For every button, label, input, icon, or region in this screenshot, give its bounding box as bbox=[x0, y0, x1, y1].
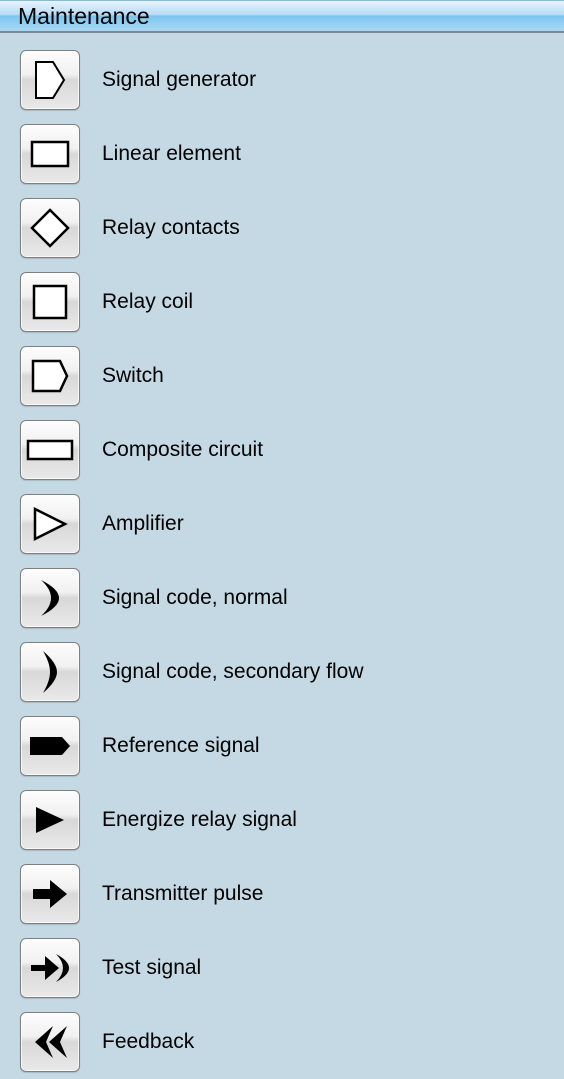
energize-relay-button[interactable] bbox=[20, 790, 80, 850]
reference-signal-icon bbox=[28, 735, 72, 757]
item-label: Amplifier bbox=[102, 512, 184, 536]
energize-relay-icon bbox=[32, 804, 68, 836]
item-label: Relay coil bbox=[102, 290, 193, 314]
list-item[interactable]: Composite circuit bbox=[20, 413, 564, 487]
item-label: Energize relay signal bbox=[102, 808, 297, 832]
test-signal-button[interactable] bbox=[20, 938, 80, 998]
linear-element-button[interactable] bbox=[20, 124, 80, 184]
list-item[interactable]: Reference signal bbox=[20, 709, 564, 783]
relay-coil-icon bbox=[32, 284, 68, 320]
item-list: Signal generator Linear element Relay co… bbox=[0, 33, 564, 1079]
item-label: Switch bbox=[102, 364, 164, 388]
signal-generator-icon bbox=[31, 60, 69, 100]
list-item[interactable]: Signal generator bbox=[20, 43, 564, 117]
panel-title: Maintenance bbox=[18, 3, 150, 30]
reference-signal-button[interactable] bbox=[20, 716, 80, 776]
relay-contacts-icon bbox=[29, 207, 71, 249]
item-label: Relay contacts bbox=[102, 216, 240, 240]
item-label: Feedback bbox=[102, 1030, 194, 1054]
amplifier-button[interactable] bbox=[20, 494, 80, 554]
signal-code-normal-icon bbox=[35, 577, 65, 619]
list-item[interactable]: Relay coil bbox=[20, 265, 564, 339]
composite-circuit-button[interactable] bbox=[20, 420, 80, 480]
signal-code-secondary-button[interactable] bbox=[20, 642, 80, 702]
feedback-icon bbox=[29, 1023, 71, 1061]
item-label: Test signal bbox=[102, 956, 201, 980]
relay-contacts-button[interactable] bbox=[20, 198, 80, 258]
amplifier-icon bbox=[31, 506, 69, 542]
signal-code-normal-button[interactable] bbox=[20, 568, 80, 628]
list-item[interactable]: Feedback bbox=[20, 1005, 564, 1079]
item-label: Linear element bbox=[102, 142, 241, 166]
transmitter-pulse-button[interactable] bbox=[20, 864, 80, 924]
list-item[interactable]: Relay contacts bbox=[20, 191, 564, 265]
item-label: Composite circuit bbox=[102, 438, 263, 462]
list-item[interactable]: Switch bbox=[20, 339, 564, 413]
signal-code-secondary-icon bbox=[37, 649, 63, 695]
switch-icon bbox=[30, 358, 70, 394]
list-item[interactable]: Energize relay signal bbox=[20, 783, 564, 857]
item-label: Signal code, secondary flow bbox=[102, 660, 364, 684]
list-item[interactable]: Amplifier bbox=[20, 487, 564, 561]
feedback-button[interactable] bbox=[20, 1012, 80, 1072]
list-item[interactable]: Signal code, normal bbox=[20, 561, 564, 635]
item-label: Reference signal bbox=[102, 734, 260, 758]
transmitter-pulse-icon bbox=[30, 877, 70, 911]
switch-button[interactable] bbox=[20, 346, 80, 406]
list-item[interactable]: Test signal bbox=[20, 931, 564, 1005]
linear-element-icon bbox=[30, 140, 70, 168]
item-label: Signal code, normal bbox=[102, 586, 288, 610]
item-label: Signal generator bbox=[102, 68, 256, 92]
list-item[interactable]: Signal code, secondary flow bbox=[20, 635, 564, 709]
list-item[interactable]: Linear element bbox=[20, 117, 564, 191]
composite-circuit-icon bbox=[26, 439, 74, 461]
panel-header: Maintenance bbox=[0, 0, 564, 33]
list-item[interactable]: Transmitter pulse bbox=[20, 857, 564, 931]
signal-generator-button[interactable] bbox=[20, 50, 80, 110]
test-signal-icon bbox=[29, 951, 71, 985]
item-label: Transmitter pulse bbox=[102, 882, 263, 906]
relay-coil-button[interactable] bbox=[20, 272, 80, 332]
